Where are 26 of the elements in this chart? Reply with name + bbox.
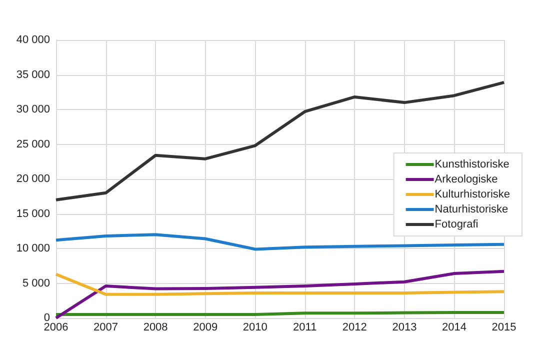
x-tick-label: 2006 — [44, 322, 68, 334]
legend-label: Fotografi — [434, 218, 478, 230]
y-tick-label: 5 000 — [22, 277, 50, 290]
line-series — [54, 272, 506, 296]
x-tick-label: 2008 — [143, 322, 168, 334]
x-tick-label: 2014 — [442, 322, 466, 334]
legend-label: Arkeologiske — [434, 174, 498, 186]
y-tick-label: 40 000 — [16, 34, 50, 46]
legend-label: Kulturhistoriske — [434, 188, 510, 200]
legend-label: Naturhistoriske — [434, 204, 508, 216]
x-tick-label: 2010 — [242, 322, 268, 334]
line-series — [54, 233, 506, 251]
legend-label: Kunsthistoriske — [434, 158, 510, 170]
y-tick-label: 0 — [44, 312, 50, 324]
x-tick-label: 2011 — [293, 322, 317, 334]
y-tick-label: 30 000 — [16, 104, 50, 116]
x-tick-label: 2015 — [492, 322, 516, 334]
x-tick-label: 2013 — [392, 322, 417, 334]
y-tick-label: 15 000 — [16, 208, 50, 220]
x-tick-label: 2012 — [342, 322, 367, 334]
x-tick-label: 2007 — [94, 322, 118, 334]
x-tick-label: 2009 — [193, 322, 218, 334]
y-tick-label: 10 000 — [16, 242, 50, 254]
y-tick-label: 35 000 — [16, 68, 50, 81]
y-tick-label: 25 000 — [16, 138, 50, 150]
y-tick-label: 20 000 — [16, 173, 50, 185]
